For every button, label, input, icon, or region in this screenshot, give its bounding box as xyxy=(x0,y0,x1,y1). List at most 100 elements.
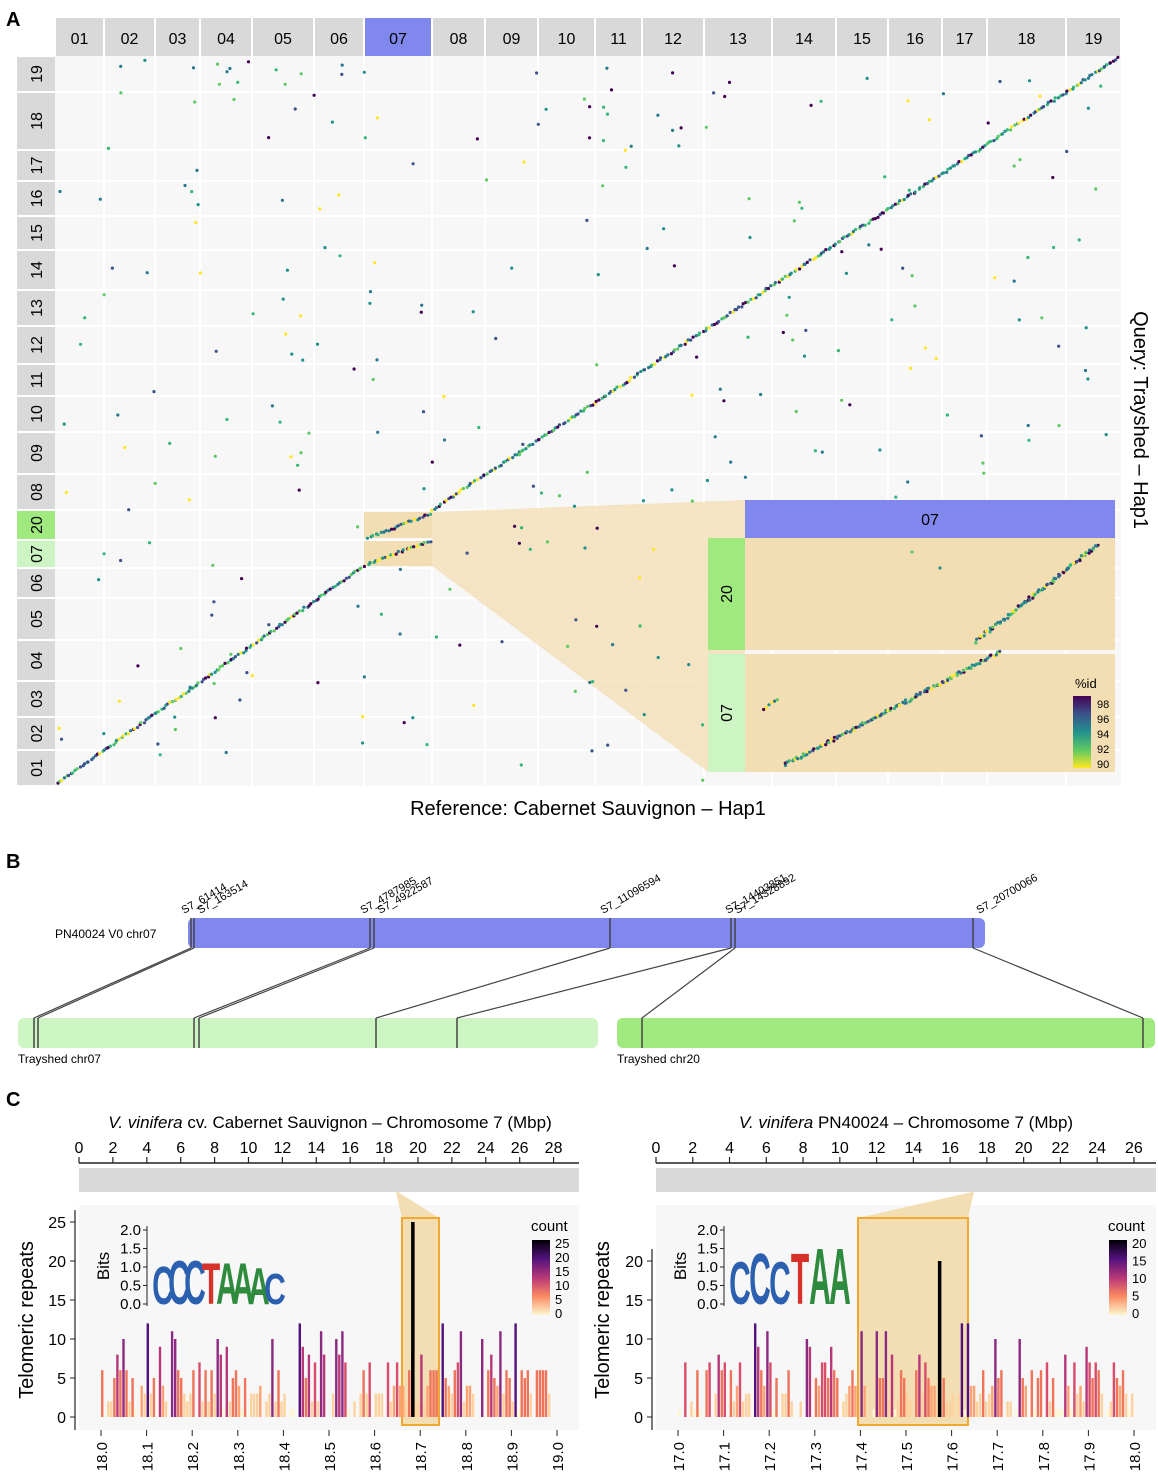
telomeric-bar xyxy=(738,1362,742,1417)
telomeric-bar xyxy=(447,1385,450,1417)
inset-top-header xyxy=(745,500,1115,538)
y-axis-tick-label: 0 xyxy=(634,1410,643,1427)
inset-point xyxy=(903,698,908,702)
inset-point xyxy=(999,620,1003,624)
off-diagonal-point xyxy=(521,442,525,446)
inset-point xyxy=(946,678,950,683)
telomeric-bar xyxy=(268,1393,271,1417)
c-right-title: V. vinifera PN40024 – Chromosome 7 (Mbp) xyxy=(739,1113,1073,1132)
telomeric-bar xyxy=(134,1409,137,1417)
telomeric-bar xyxy=(143,1393,146,1417)
diagonal-point xyxy=(132,727,136,731)
diagonal-point xyxy=(275,626,279,630)
off-diagonal-point xyxy=(819,99,823,103)
diagonal-point xyxy=(66,773,71,778)
inset-point xyxy=(1075,559,1079,563)
off-diagonal-point xyxy=(198,271,202,275)
telomeric-bar xyxy=(420,1354,423,1417)
inset-point xyxy=(965,666,969,671)
top-axis-tick-label: 22 xyxy=(1052,1140,1070,1157)
diagonal-point xyxy=(389,553,393,557)
synteny-connector xyxy=(972,947,1144,1019)
off-diagonal-point xyxy=(434,635,438,639)
diagonal-point xyxy=(1003,129,1007,133)
off-diagonal-point xyxy=(1102,65,1107,69)
off-diagonal-point xyxy=(671,128,675,132)
diagonal-point xyxy=(686,338,690,342)
telomeric-bar xyxy=(945,1401,948,1417)
diagonal-point xyxy=(960,160,964,164)
telomeric-bar xyxy=(435,1370,438,1417)
diagonal-point xyxy=(297,609,301,613)
inset-point xyxy=(1037,588,1041,592)
off-diagonal-point xyxy=(356,525,360,529)
telomeric-bar xyxy=(1024,1385,1027,1417)
diagonal-point xyxy=(239,651,243,655)
telomeric-bar xyxy=(860,1331,863,1417)
diagonal-point xyxy=(430,508,434,512)
diagonal-point xyxy=(544,433,548,437)
off-diagonal-point xyxy=(213,716,217,720)
telomeric-bar xyxy=(1097,1370,1100,1417)
telomeric-bar xyxy=(1115,1378,1119,1417)
inset-points xyxy=(762,543,1100,768)
y-axis-tick-label: 10 xyxy=(48,1332,66,1349)
diagonal-point xyxy=(1114,58,1118,62)
telomeric-bar xyxy=(1067,1385,1070,1417)
diagonal-point xyxy=(679,343,683,347)
telomeric-bar xyxy=(963,1409,967,1417)
diagonal-point xyxy=(407,547,411,551)
diagonal-point xyxy=(476,478,480,482)
diagonal-point xyxy=(591,403,595,407)
off-diagonal-point xyxy=(299,451,303,455)
diagonal-point xyxy=(863,223,867,227)
off-diagonal-point xyxy=(566,644,570,649)
off-diagonal-point xyxy=(572,504,577,508)
telomeric-bar xyxy=(696,1370,699,1417)
telomeric-bar xyxy=(1036,1378,1040,1417)
diagonal-point xyxy=(761,290,765,294)
telomeric-bar xyxy=(1039,1370,1043,1417)
logo-tick-label: 2.0 xyxy=(697,1222,718,1239)
top-header-04 xyxy=(201,18,251,56)
diagonal-point xyxy=(594,399,598,403)
top-header-label-09: 09 xyxy=(503,31,521,48)
diagonal-point xyxy=(231,657,235,661)
diagonal-point xyxy=(170,700,174,704)
telomeric-bar xyxy=(966,1323,970,1417)
diagonal-point xyxy=(479,476,483,480)
inset-point xyxy=(991,625,995,629)
diagonal-point xyxy=(930,179,934,183)
diagonal-point xyxy=(854,227,858,232)
telomeric-bar xyxy=(717,1354,720,1417)
off-diagonal-point xyxy=(152,390,156,394)
telomeric-bar xyxy=(1009,1401,1012,1417)
off-diagonal-point xyxy=(458,643,462,647)
c-right-x-axis: 17.0 17.1 17.2 17.3 17.4 17.5 17.6 17.7 17.8 17.9… xyxy=(671,1430,1144,1471)
off-diagonal-point xyxy=(601,184,605,188)
off-diagonal-point xyxy=(867,243,871,247)
telomeric-bar xyxy=(417,1401,420,1417)
top-header-label-06: 06 xyxy=(330,31,348,48)
off-diagonal-point xyxy=(781,330,785,335)
c-right-legend-colorbar xyxy=(1109,1240,1127,1315)
x-axis-tick-label: 17.0 xyxy=(671,1442,688,1471)
left-header-label-14: 14 xyxy=(29,261,46,279)
x-axis-tick-label: 17.6 xyxy=(945,1442,962,1471)
off-diagonal-point xyxy=(421,410,426,414)
y-axis-tick-label: 20 xyxy=(625,1254,643,1271)
diagonal-point xyxy=(1052,99,1056,103)
c-right-ylabel: Telomeric repeats xyxy=(592,1241,614,1399)
diagonal-point xyxy=(195,683,199,688)
x-axis-tick-label: 17.2 xyxy=(762,1442,779,1471)
top-axis-tick-label: 6 xyxy=(176,1140,185,1157)
off-diagonal-point xyxy=(430,460,434,464)
diagonal-point xyxy=(98,752,102,756)
diagonal-point xyxy=(168,700,172,705)
off-diagonal-point xyxy=(361,741,365,745)
diagonal-point xyxy=(967,153,971,158)
diagonal-point xyxy=(534,439,538,443)
telomeric-bar xyxy=(936,1401,939,1417)
diagonal-point xyxy=(179,694,183,699)
